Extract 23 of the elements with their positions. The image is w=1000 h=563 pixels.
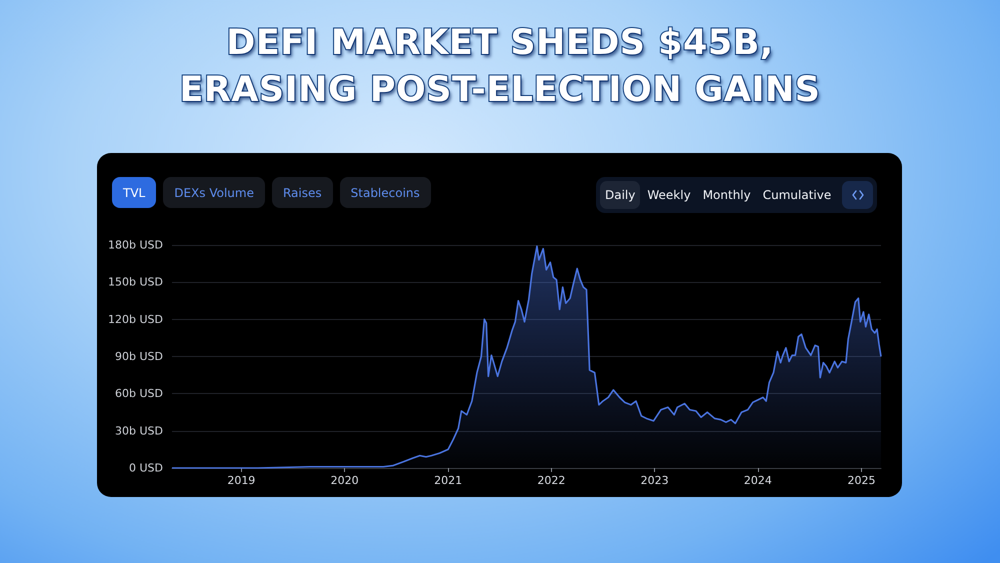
text: TVL bbox=[112, 177, 156, 208]
x-tick-label: 2020 bbox=[330, 474, 359, 487]
x-tick-label: 2023 bbox=[640, 474, 669, 487]
x-tick-label: 2025 bbox=[847, 474, 876, 487]
text: Monthly bbox=[698, 181, 756, 209]
text: Cumulative bbox=[758, 181, 836, 209]
text: DEXs Volume bbox=[163, 177, 265, 208]
y-tick-label: 60b USD bbox=[115, 387, 163, 400]
text: Daily bbox=[600, 181, 640, 209]
text: Raises bbox=[272, 177, 333, 208]
x-tick-label: 2021 bbox=[434, 474, 462, 487]
y-tick-label: 150b USD bbox=[108, 276, 163, 289]
text: Weekly bbox=[642, 181, 696, 209]
text: Stablecoins bbox=[340, 177, 431, 208]
y-tick-label: 30b USD bbox=[115, 424, 163, 438]
x-tick-label: 2019 bbox=[227, 474, 256, 487]
y-tick-label: 180b USD bbox=[108, 238, 163, 252]
y-tick-label: 90b USD bbox=[115, 350, 163, 363]
x-tick-label: 2022 bbox=[537, 474, 566, 487]
chart-title: DEFI MARKET SHEDS $45B, ERASING POST-ELECTION GAINS bbox=[178, 22, 822, 112]
y-tick-label: 120b USD bbox=[108, 312, 163, 326]
x-tick-label: 2024 bbox=[744, 474, 772, 487]
y-tick-label: 0 USD bbox=[129, 462, 163, 474]
